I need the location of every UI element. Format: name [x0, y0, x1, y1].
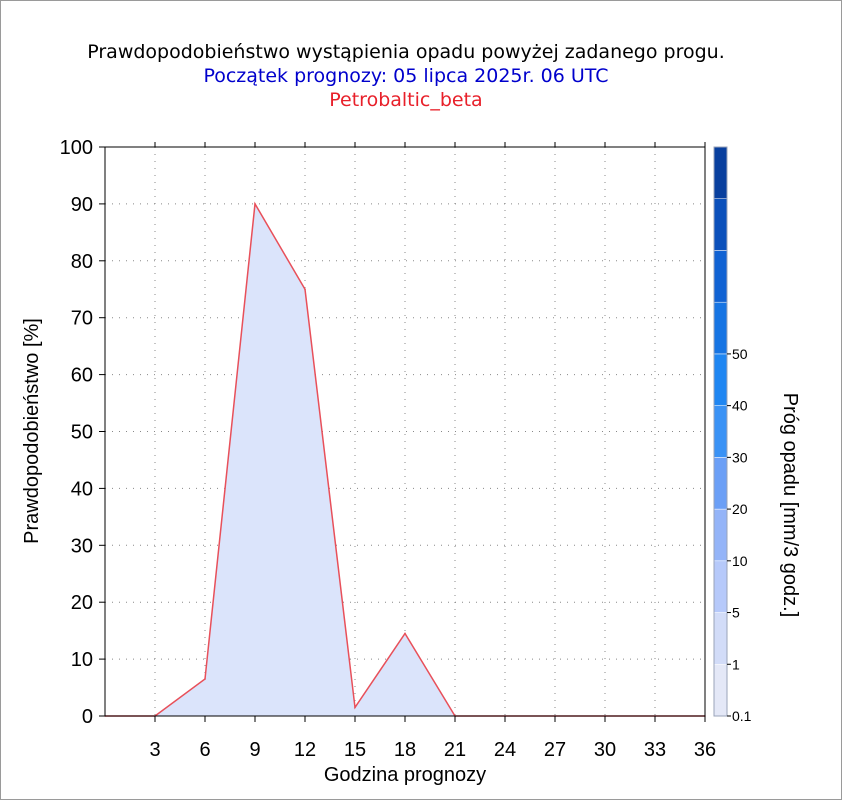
y-tick-label: 80 — [71, 251, 93, 273]
colorbar-segment — [713, 560, 728, 613]
grid-lines — [105, 147, 705, 716]
y-axis: 0 10 20 30 40 50 60 70 80 90 100 — [60, 137, 105, 728]
colorbar-tick-label: 0.1 — [732, 708, 752, 724]
x-tick-label: 9 — [249, 739, 260, 761]
y-tick-label: 0 — [82, 706, 93, 728]
x-tick-label: 27 — [544, 739, 566, 761]
x-tick-label: 24 — [494, 739, 516, 761]
colorbar-segment — [713, 353, 728, 406]
y-tick-label: 10 — [71, 649, 93, 671]
y-tick-label: 70 — [71, 308, 93, 330]
colorbar-segment — [713, 405, 728, 458]
x-tick-label: 36 — [694, 739, 716, 761]
y-tick-label: 90 — [71, 194, 93, 216]
x-tick-label: 3 — [149, 739, 160, 761]
colorbar-tick-label: 50 — [732, 346, 748, 362]
series-area — [105, 203, 705, 716]
colorbar-tick-label: 30 — [732, 449, 748, 465]
model-name-subtitle: Petrobaltic_beta — [329, 89, 483, 111]
colorbar-tick-label: 1 — [732, 656, 740, 672]
x-tick-label: 12 — [294, 739, 316, 761]
series-point — [404, 632, 406, 635]
series-point — [204, 678, 206, 680]
y-tick-label: 50 — [71, 422, 93, 444]
colorbar-segment — [713, 664, 728, 717]
y-tick-label: 20 — [71, 592, 93, 614]
y-tick-label: 30 — [71, 535, 93, 557]
colorbar-segment — [713, 146, 728, 199]
y-tick-label: 60 — [71, 365, 93, 387]
colorbar-segment — [713, 250, 728, 303]
colorbar-tick-label: 20 — [732, 501, 748, 517]
x-axis-label: Godzina prognozy — [324, 764, 486, 786]
x-tick-label: 15 — [344, 739, 366, 761]
colorbar-segment — [713, 457, 728, 510]
x-tick-label: 30 — [594, 739, 616, 761]
colorbar-segment — [713, 198, 728, 251]
series-point — [304, 288, 306, 291]
x-tick-label: 33 — [644, 739, 666, 761]
colorbar: 0.1 1 5 10 20 30 40 50 — [713, 146, 752, 724]
y-axis-label: Prawdopodobieństwo [%] — [21, 318, 43, 544]
colorbar-segment — [713, 301, 728, 355]
chart-title: Prawdopodobieństwo wystąpienia opadu pow… — [87, 41, 725, 63]
series-point — [254, 203, 256, 205]
y-tick-label: 100 — [60, 137, 93, 159]
colorbar-tick-label: 5 — [732, 605, 740, 621]
colorbar-label: Próg opadu [mm/3 godz.] — [779, 393, 801, 618]
colorbar-frame — [713, 146, 728, 717]
colorbar-tick-label: 10 — [732, 553, 748, 569]
forecast-start-subtitle: Początek prognozy: 05 lipca 2025r. 06 UT… — [203, 65, 609, 87]
colorbar-segment — [713, 508, 728, 562]
title-block: Prawdopodobieństwo wystąpienia opadu pow… — [0, 40, 812, 112]
x-tick-label: 18 — [394, 739, 416, 761]
colorbar-tick-label: 40 — [732, 398, 748, 414]
x-tick-label: 6 — [199, 739, 210, 761]
colorbar-segment — [713, 612, 728, 665]
series-point — [354, 706, 356, 709]
x-axis: 3 6 9 12 15 18 21 24 27 30 33 36 — [149, 142, 716, 761]
x-tick-label: 21 — [444, 739, 466, 761]
y-tick-label: 40 — [71, 478, 93, 500]
